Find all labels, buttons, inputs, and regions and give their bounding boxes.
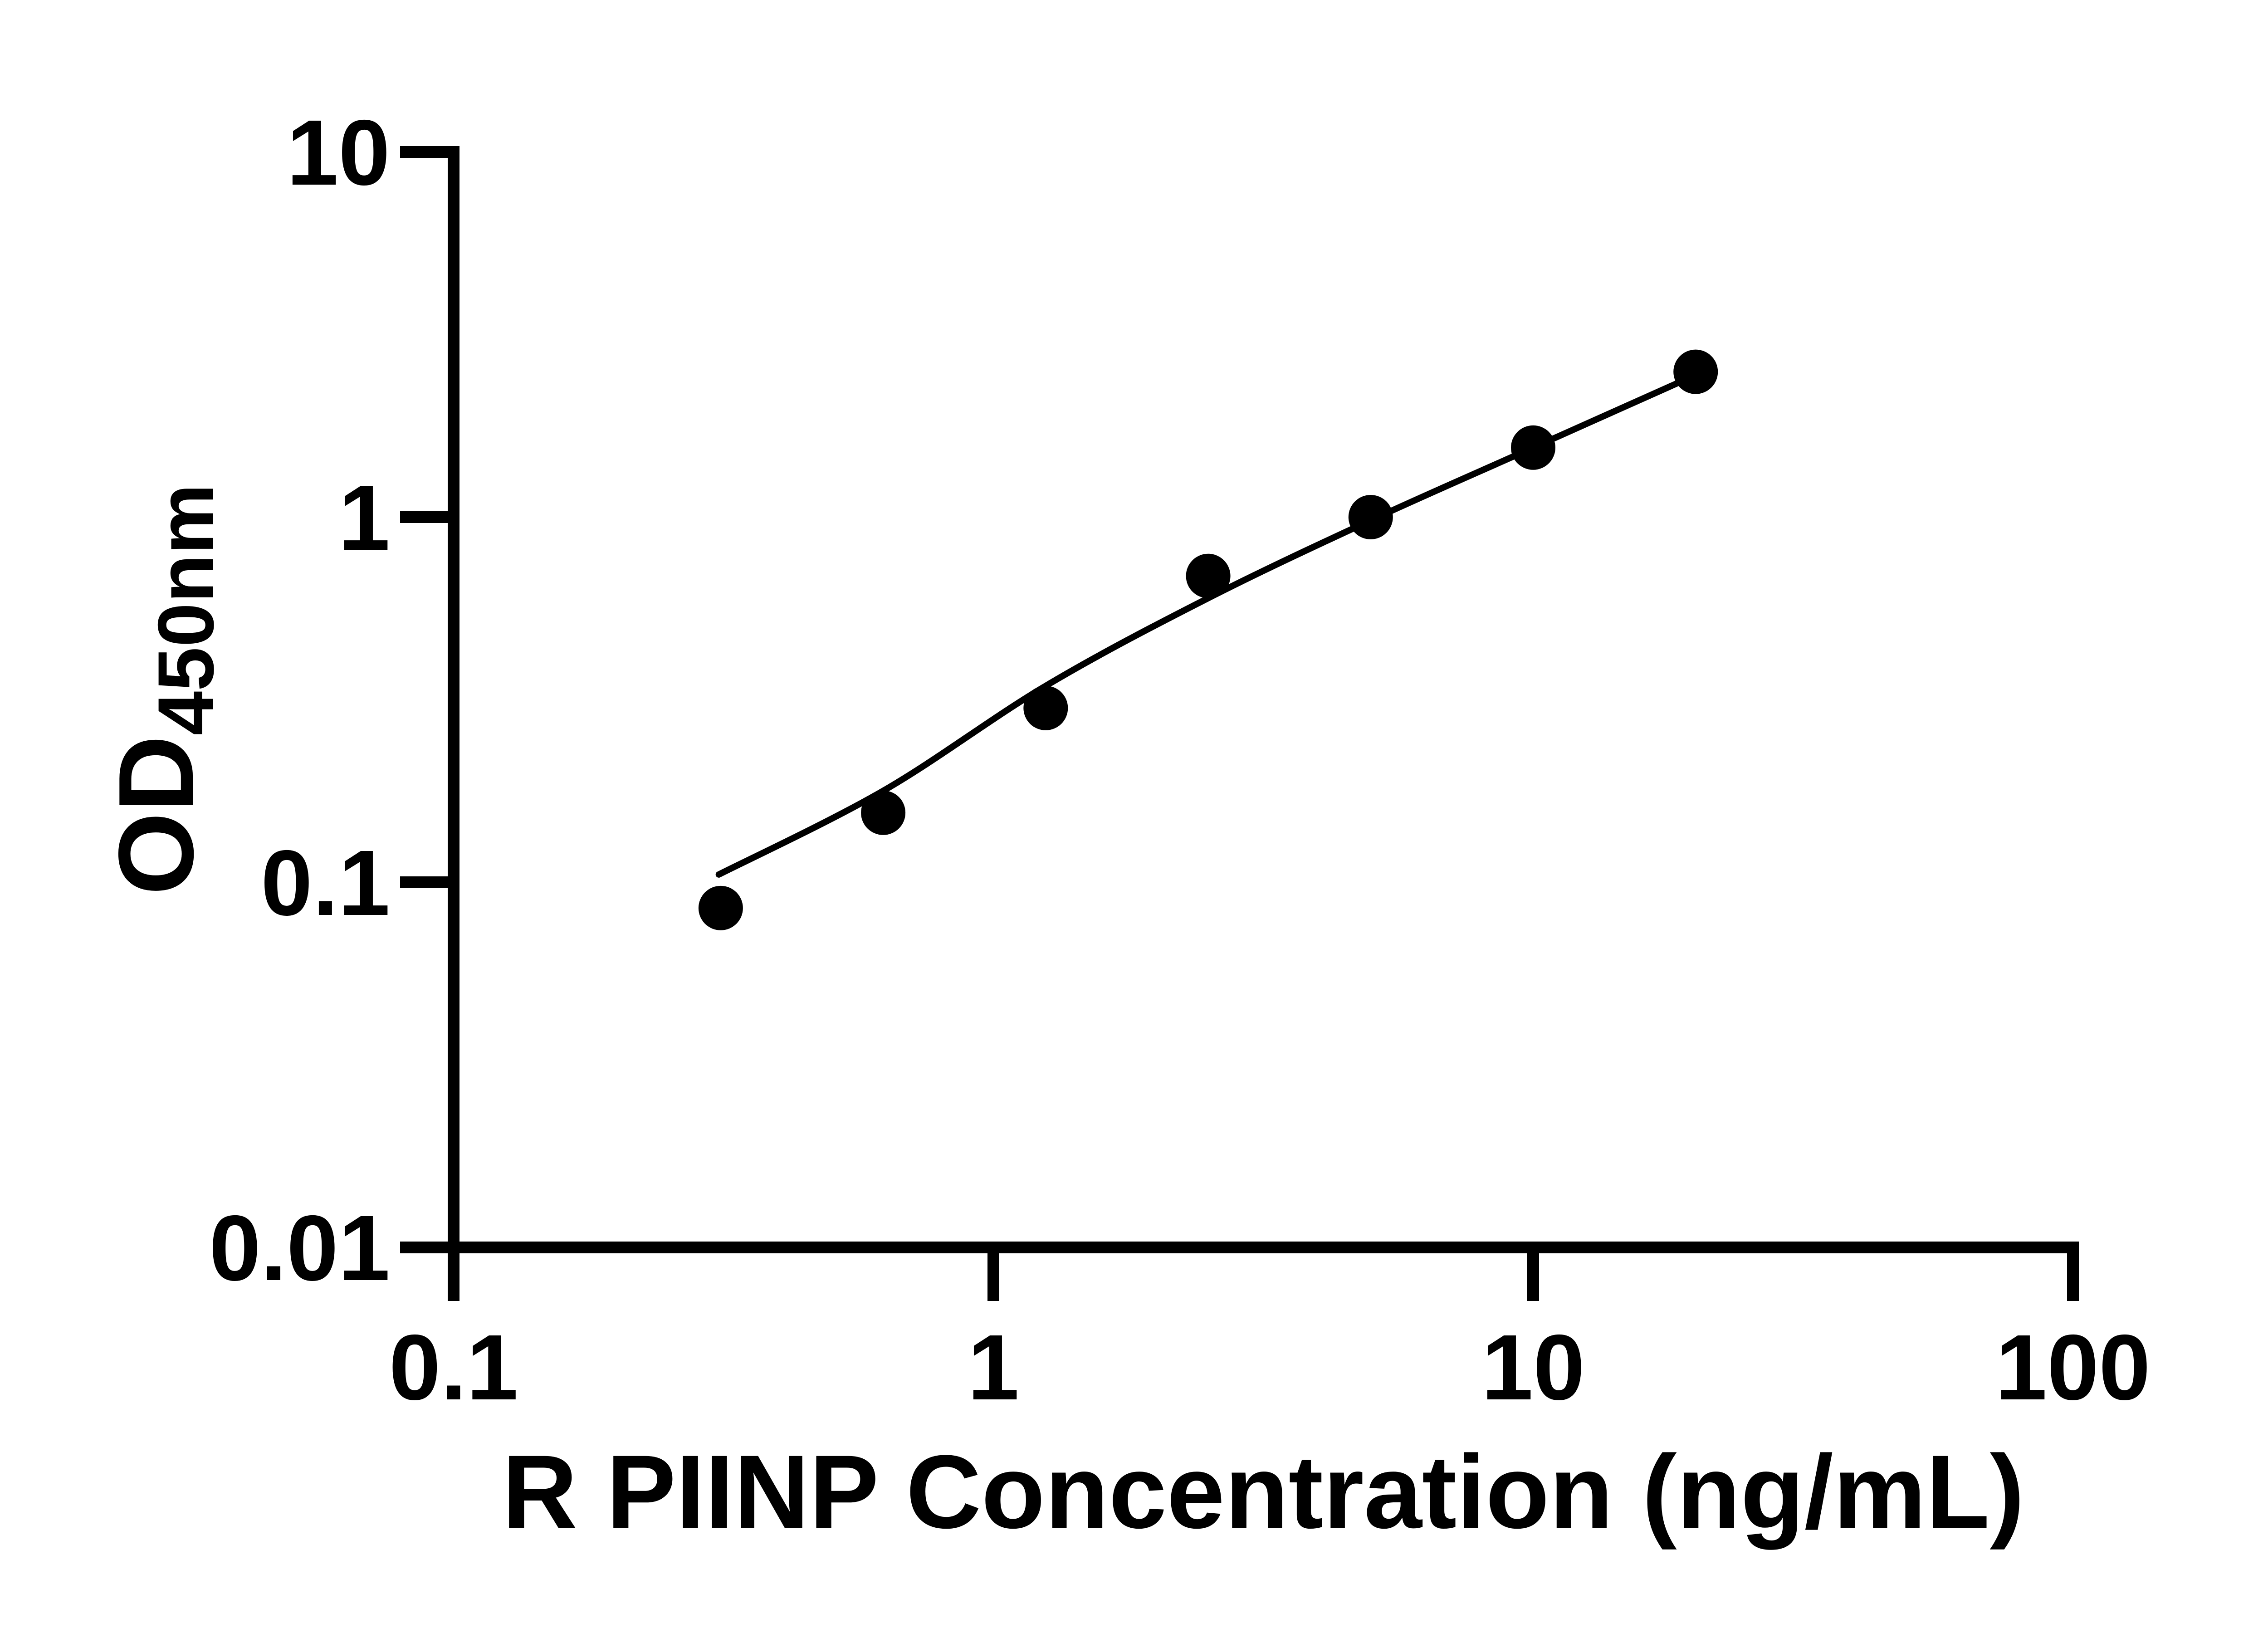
x-axis-ticks bbox=[448, 1247, 2079, 1301]
x-axis-tick-labels: 0.1 1 10 100 bbox=[389, 1315, 2151, 1419]
x-tick-label-100: 100 bbox=[1995, 1315, 2151, 1419]
y-tick-label-0.1: 0.1 bbox=[261, 831, 390, 935]
x-tick-label-0.1: 0.1 bbox=[389, 1315, 518, 1419]
data-point bbox=[1186, 553, 1231, 598]
data-point bbox=[1348, 495, 1393, 539]
data-point bbox=[1511, 425, 1555, 470]
y-axis-title-main: OD bbox=[96, 735, 215, 895]
x-axis-title: R PIINP Concentration (ng/mL) bbox=[502, 1433, 2024, 1550]
axes bbox=[448, 146, 2079, 1253]
y-axis-tick-labels: 10 1 0.1 0.01 bbox=[209, 101, 390, 1300]
data-point bbox=[1023, 685, 1068, 730]
y-axis-ticks bbox=[400, 146, 454, 1253]
x-tick-label-1: 1 bbox=[968, 1315, 1019, 1419]
y-tick-label-10: 10 bbox=[287, 101, 390, 205]
y-axis-title-subscript: 450nm bbox=[142, 484, 230, 735]
y-tick-label-0.01: 0.01 bbox=[209, 1196, 390, 1300]
data-point bbox=[861, 790, 906, 835]
y-tick-label-1: 1 bbox=[338, 466, 390, 570]
data-point bbox=[698, 885, 743, 930]
x-tick-label-10: 10 bbox=[1481, 1315, 1585, 1419]
data-points bbox=[698, 349, 1718, 930]
y-axis-title: OD450nm bbox=[96, 484, 230, 895]
data-point bbox=[1673, 349, 1718, 394]
